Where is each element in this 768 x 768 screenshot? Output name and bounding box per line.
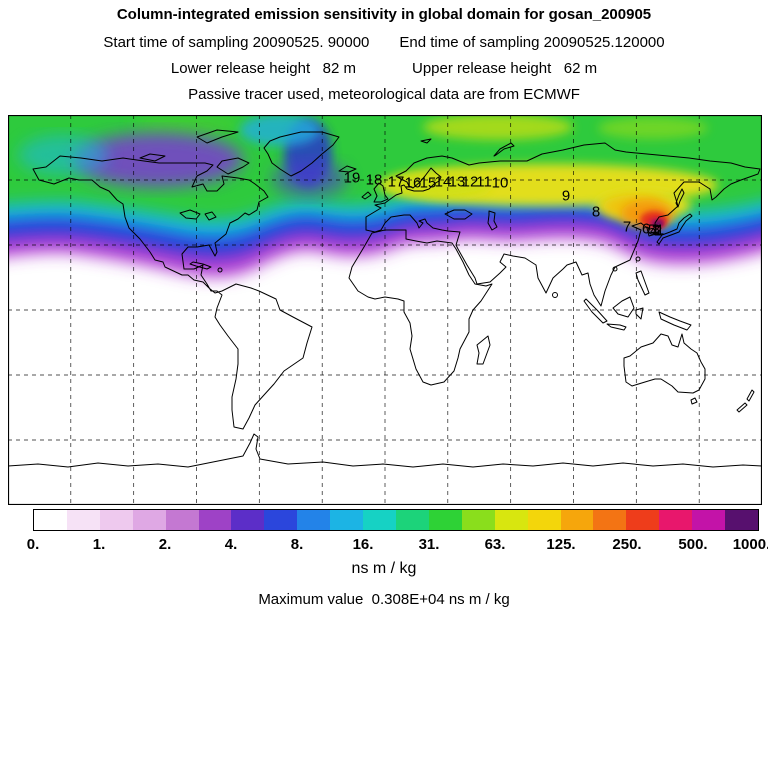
- trajectory-day-label: 15: [419, 174, 437, 192]
- colorbar-tick-labels: 0. 1. 2. 4. 8. 16. 31. 63. 125. 250. 500. 1000.: [27, 536, 768, 554]
- colorbar-tick-label: 8.: [290, 536, 304, 553]
- colorbar-tick-label: 250.: [612, 536, 642, 553]
- colorbar-segment: [198, 510, 232, 530]
- colorbar-segment: [428, 510, 462, 530]
- colorbar-tick-label: 31.: [418, 536, 440, 553]
- colorbar-tick-label: 4.: [224, 536, 238, 553]
- maximum-value-text: Maximum value 0.308E+04 ns m / kg: [258, 591, 510, 608]
- colorbar-segment: [297, 510, 331, 530]
- trajectory-day-label: 4: [649, 222, 659, 240]
- map-svg: [8, 115, 762, 505]
- sampling-times-line: Start time of sampling 20090525. 90000 En…: [0, 34, 768, 51]
- colorbar-segment: [330, 510, 364, 530]
- colorbar-segment: [527, 510, 561, 530]
- colorbar-segment: [593, 510, 627, 530]
- trajectory-day-label: 16: [404, 174, 422, 192]
- trajectory-day-label: 7: [622, 218, 632, 236]
- world-map-panel: 19 18 17 16 15 14 13 12 11 10 9 8 7 6 5 4 3 2 1: [8, 115, 762, 505]
- colorbar-tick-label: 1.: [92, 536, 106, 553]
- lower-release-text: Lower release height 82 m: [170, 60, 356, 77]
- trajectory-day-label: 14: [434, 173, 452, 191]
- colorbar-tick-label: 1000.: [732, 536, 768, 553]
- end-time-text: End time of sampling 20090525.120000: [399, 34, 665, 51]
- coastlines: [8, 129, 762, 468]
- trajectory-day-label: 10: [491, 174, 509, 192]
- colorbar-tick-label: 2.: [158, 536, 172, 553]
- colorbar-tick-label: 16.: [352, 536, 374, 553]
- trajectory-day-label: 11: [476, 173, 492, 191]
- trajectory-day-label: 1: [655, 221, 665, 239]
- trajectory-day-label: 12: [461, 173, 479, 191]
- colorbar-segment: [461, 510, 495, 530]
- colorbar-tick-label: 0.: [26, 536, 40, 553]
- trajectory-day-label: 6: [641, 220, 651, 238]
- upper-release-text: Upper release height 62 m: [412, 60, 598, 77]
- colorbar-segment: [494, 510, 528, 530]
- trajectory-labels-layer: 19 18 17 16 15 14 13 12 11 10 9 8 7 6 5 4 3 2 1: [8, 115, 762, 505]
- trajectory-day-label: 5: [647, 221, 657, 239]
- colorbar-segment: [626, 510, 660, 530]
- colorbar-tick-label: 125.: [546, 536, 576, 553]
- colorbar-segment: [132, 510, 166, 530]
- trajectory-day-label: 18: [365, 171, 383, 189]
- map-border: [8, 115, 762, 505]
- colorbar-segment: [34, 510, 67, 530]
- trajectory-day-label: 19: [343, 169, 361, 187]
- gridlines: [8, 115, 762, 505]
- colorbar-unit: ns m / kg: [351, 560, 417, 577]
- start-time-text: Start time of sampling 20090525. 90000: [103, 34, 370, 51]
- colorbar-segment: [231, 510, 265, 530]
- colorbar-segment: [395, 510, 429, 530]
- colorbar-segment: [725, 510, 758, 530]
- colorbar: [33, 509, 759, 531]
- figure-title: Column-integrated emission sensitivity i…: [116, 6, 652, 23]
- trajectory-day-label: 2: [653, 222, 663, 240]
- colorbar-tick-label: 500.: [678, 536, 708, 553]
- colorbar-segment: [560, 510, 594, 530]
- release-heights-line: Lower release height 82 m Upper release h…: [0, 60, 768, 77]
- colorbar-segment: [99, 510, 133, 530]
- colorbar-segment: [264, 510, 298, 530]
- trajectory-day-label: 3: [651, 221, 661, 239]
- trajectory-day-label: 8: [591, 203, 601, 221]
- tracer-meteo-text: Passive tracer used, meteorological data…: [188, 86, 580, 103]
- trajectory-day-label: 13: [448, 173, 466, 191]
- colorbar-segment: [659, 510, 693, 530]
- trajectory-day-label: 9: [561, 187, 571, 205]
- colorbar-segment: [165, 510, 199, 530]
- trajectory-day-label: 17: [387, 173, 405, 191]
- colorbar-tick-label: 63.: [484, 536, 506, 553]
- colorbar-segment: [363, 510, 396, 530]
- colorbar-segment: [66, 510, 100, 530]
- colorbar-segment: [692, 510, 726, 530]
